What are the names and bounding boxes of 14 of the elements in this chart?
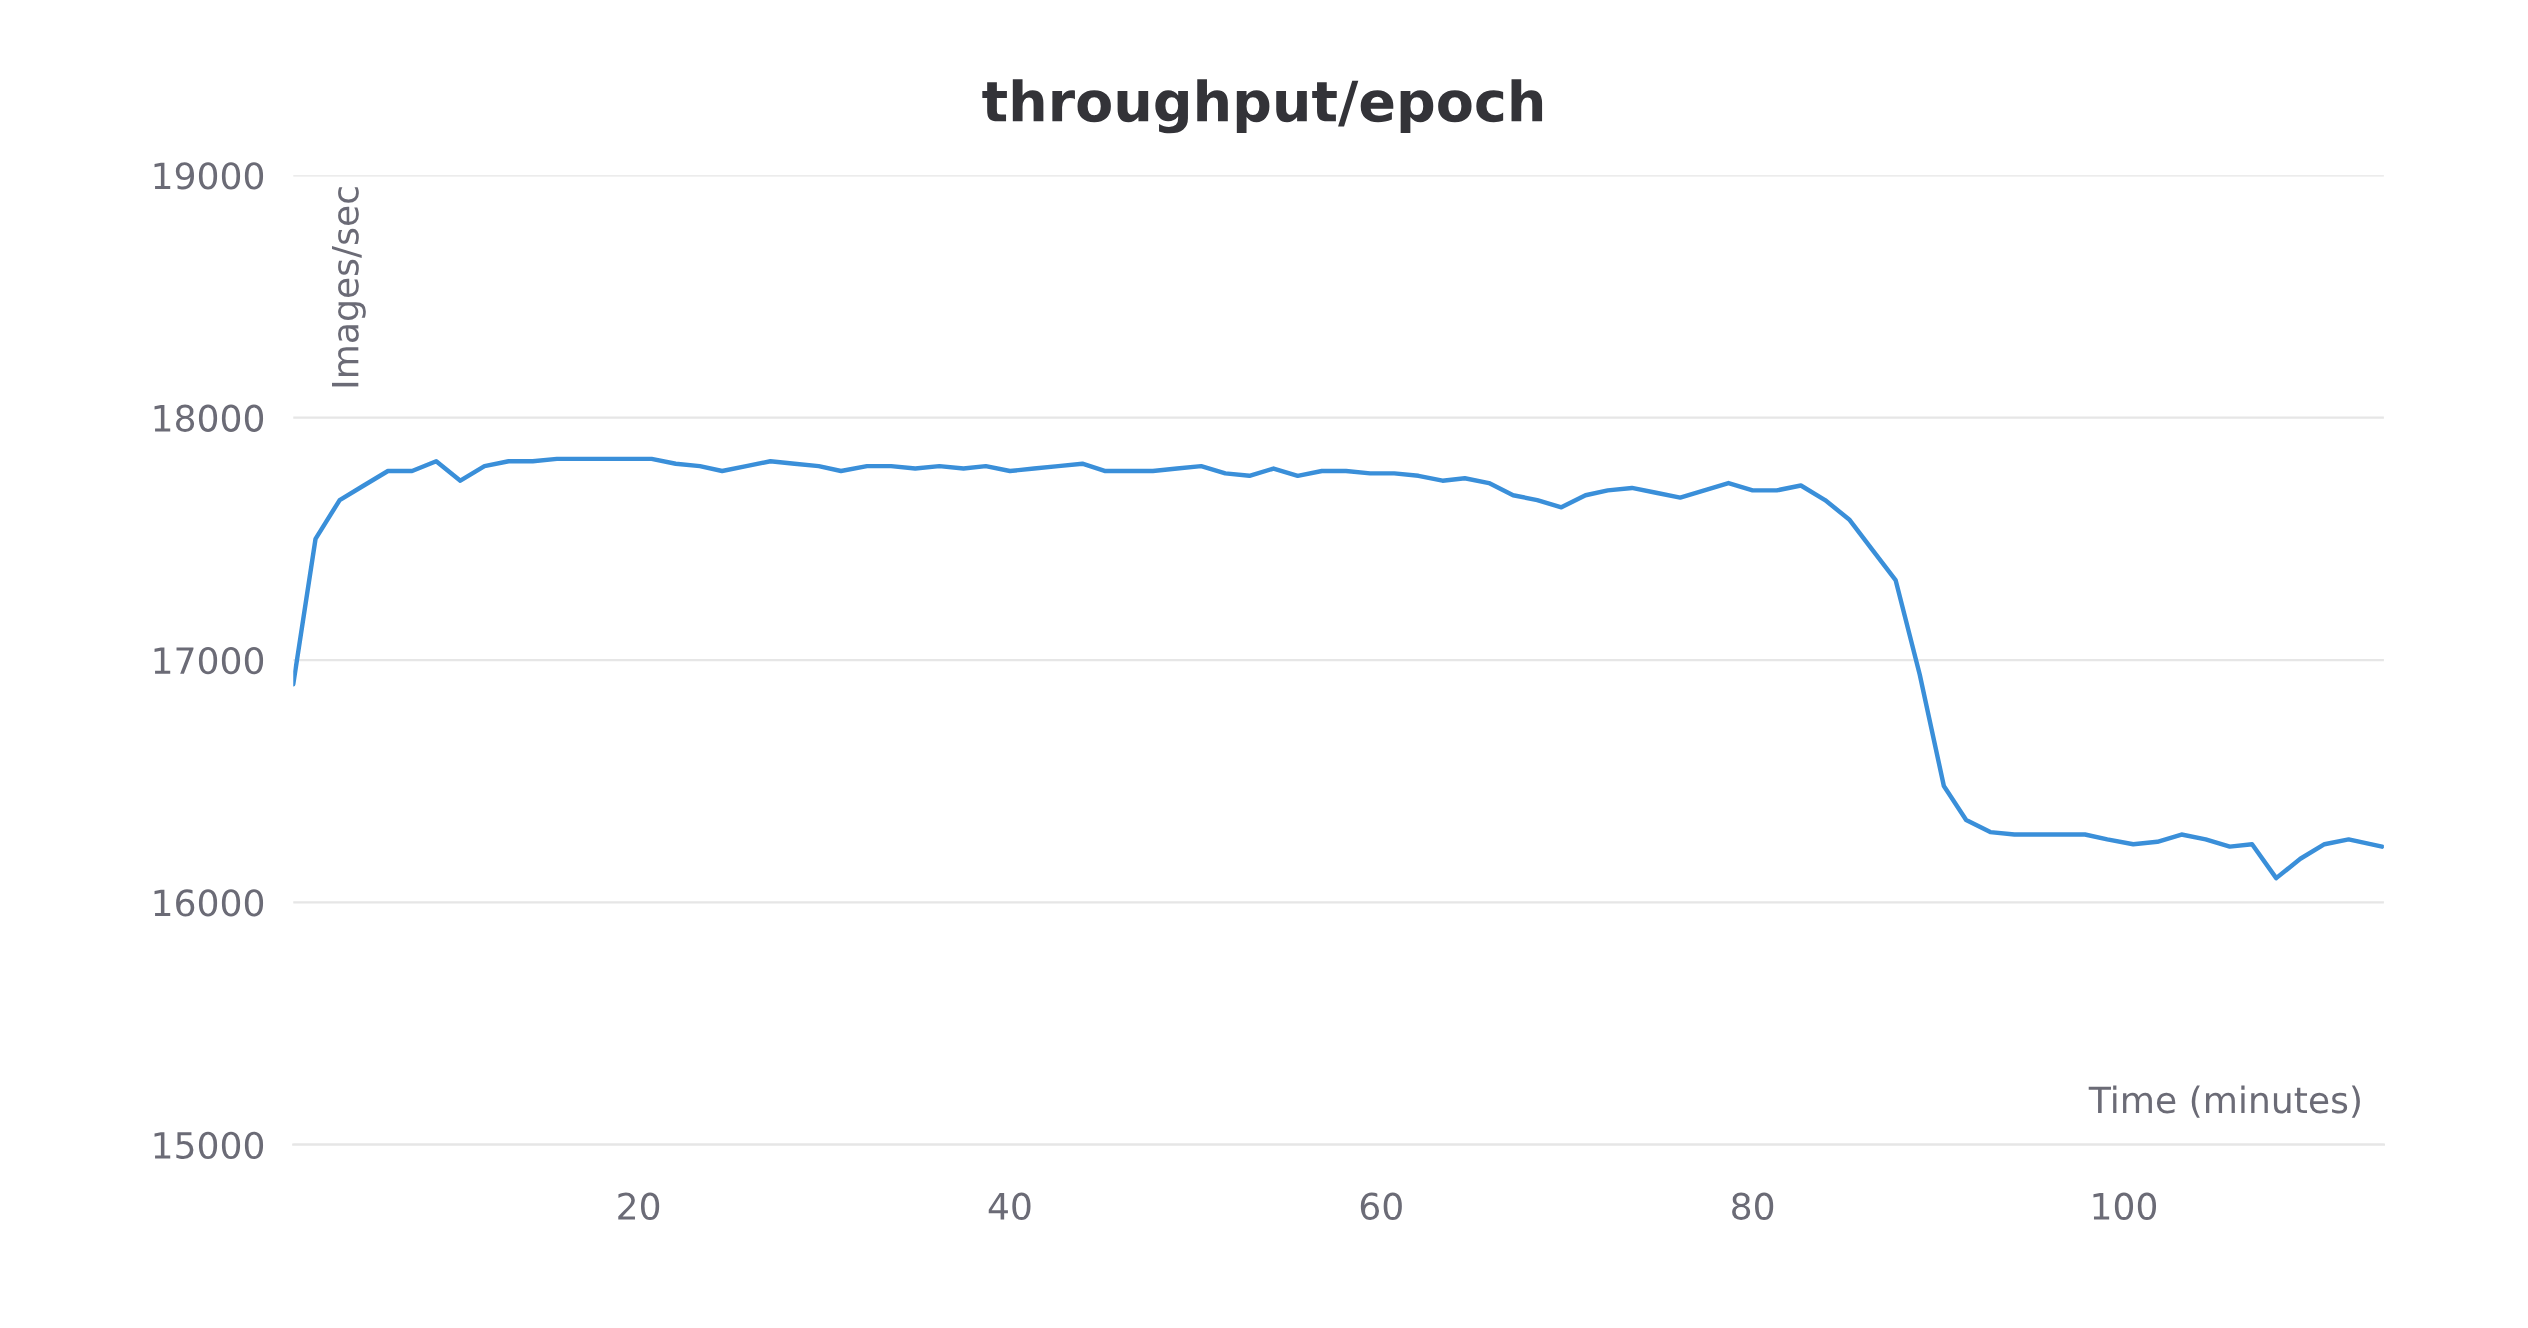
y-tick-label: 15000	[154, 1131, 264, 1159]
x-tick-label: 20	[618, 1192, 660, 1220]
x-axis-title: Time (minutes)	[2088, 1085, 2360, 1118]
x-tick-label: 100	[2093, 1192, 2157, 1220]
x-tick-label: 80	[1732, 1192, 1774, 1220]
y-tick-label: 19000	[154, 162, 264, 190]
y-tick-label: 16000	[154, 889, 264, 917]
chart-title: throughput/epoch	[982, 79, 1543, 134]
y-axis-title: Images/sec	[331, 187, 366, 387]
y-tick-label: 18000	[154, 404, 264, 432]
x-tick-label: 60	[1360, 1192, 1402, 1220]
y-tick-label: 17000	[154, 646, 264, 675]
line-series	[293, 456, 2384, 881]
x-tick-label: 40	[988, 1192, 1031, 1220]
